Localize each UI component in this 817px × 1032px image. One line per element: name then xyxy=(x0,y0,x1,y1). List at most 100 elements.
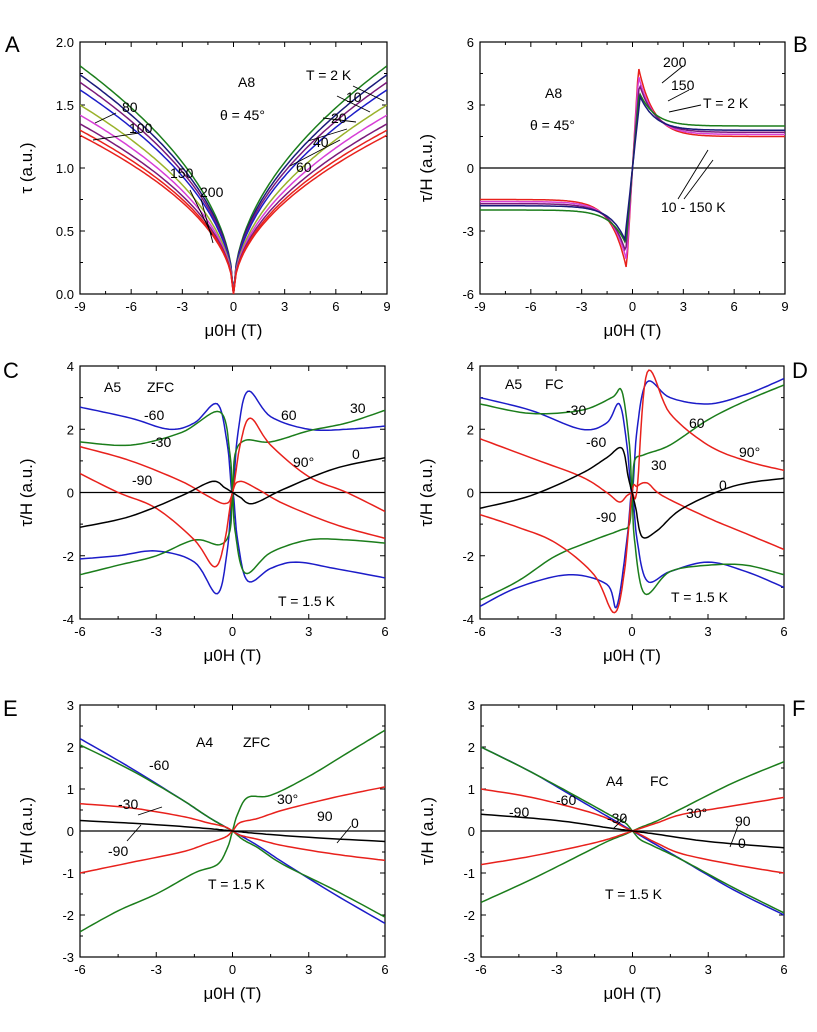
panel-letter: B xyxy=(793,32,808,57)
y-axis-label: τ/H (a.u.) xyxy=(17,458,36,526)
annotation-leader xyxy=(322,117,357,123)
annotation: A4 xyxy=(196,734,213,750)
y-axis-label: τ/H (a.u.) xyxy=(17,797,36,865)
annotation: ZFC xyxy=(243,734,270,750)
y-tick-label: 1.0 xyxy=(56,161,74,176)
series-line-60k xyxy=(80,104,387,294)
series-line-2k xyxy=(80,65,387,294)
y-tick-label: 6 xyxy=(467,35,474,50)
y-tick-label: 4 xyxy=(67,359,74,374)
annotation: 60 xyxy=(296,159,312,175)
y-tick-label: -2 xyxy=(462,549,474,564)
x-tick-label: -3 xyxy=(177,299,189,314)
annotation: 10 xyxy=(346,89,362,105)
panel-letter: E xyxy=(3,696,18,721)
panel-letter: D xyxy=(792,358,808,383)
y-tick-label: 4 xyxy=(467,359,474,374)
annotation: FC xyxy=(545,376,564,392)
annotation-leader xyxy=(352,85,385,102)
annotation: FC xyxy=(650,773,669,789)
x-tick-label: -3 xyxy=(550,624,562,639)
annotation-leader xyxy=(677,149,709,200)
annotation-leader xyxy=(92,132,140,141)
annotation-leader xyxy=(661,65,684,84)
series-line-0 xyxy=(481,813,784,849)
panel-letter: F xyxy=(792,696,805,721)
y-tick-label: 0 xyxy=(468,824,475,839)
annotation-leader xyxy=(307,128,348,142)
y-tick-label: -3 xyxy=(462,224,474,239)
annotation: A5 xyxy=(505,376,522,392)
annotation-leader xyxy=(289,139,341,167)
series-line-90 xyxy=(80,417,385,513)
annotation: 90° xyxy=(293,454,314,470)
x-tick-label: 6 xyxy=(332,299,339,314)
series-line--30 xyxy=(480,491,784,601)
panel-letter: C xyxy=(3,358,19,383)
series-line-30 xyxy=(480,384,784,494)
annotation: -30 xyxy=(118,796,138,812)
x-tick-label: -3 xyxy=(576,299,588,314)
x-tick-label: 3 xyxy=(281,299,288,314)
x-tick-label: -3 xyxy=(150,962,162,977)
y-tick-label: 3 xyxy=(468,698,475,713)
x-tick-label: 3 xyxy=(680,299,687,314)
annotation: θ = 45° xyxy=(530,117,575,133)
x-axis-label: μ0H (T) xyxy=(204,646,262,665)
annotation: -30 xyxy=(151,434,171,450)
annotation-leader xyxy=(94,112,117,124)
x-tick-label: 0 xyxy=(229,962,236,977)
x-axis-label: μ0H (T) xyxy=(204,984,262,1003)
annotation: 60 xyxy=(281,407,297,423)
y-tick-label: -2 xyxy=(62,549,74,564)
x-tick-label: -6 xyxy=(525,299,537,314)
x-tick-label: -3 xyxy=(551,962,563,977)
y-axis-label: τ/H (a.u.) xyxy=(418,797,437,865)
annotation-leader xyxy=(126,824,142,842)
x-tick-label: -6 xyxy=(475,962,487,977)
annotation: T = 2 K xyxy=(306,67,352,83)
annotation-leader xyxy=(137,806,163,816)
y-tick-label: 0 xyxy=(67,486,74,501)
y-tick-label: 2 xyxy=(67,422,74,437)
series-line-80k xyxy=(80,114,387,294)
series-line--90 xyxy=(80,472,385,568)
annotation: -90 xyxy=(108,843,128,859)
annotation: A8 xyxy=(545,85,562,101)
x-tick-label: 9 xyxy=(781,299,788,314)
annotation: A5 xyxy=(104,379,121,395)
x-tick-label: 6 xyxy=(780,624,787,639)
x-tick-label: 6 xyxy=(731,299,738,314)
annotation: ZFC xyxy=(147,379,174,395)
annotation: -60 xyxy=(149,757,169,773)
annotation: -30 xyxy=(607,810,627,826)
series-line-100k xyxy=(80,123,387,294)
annotation-leader xyxy=(667,89,690,102)
y-tick-label: -1 xyxy=(463,866,475,881)
y-axis-label: τ (a.u.) xyxy=(17,142,36,193)
y-tick-label: 2 xyxy=(67,740,74,755)
series-line-2k xyxy=(480,93,785,243)
annotation-leader xyxy=(200,198,214,244)
series-line-60 xyxy=(80,390,385,494)
annotation: 30° xyxy=(277,791,298,807)
x-tick-label: 3 xyxy=(705,962,712,977)
annotation: 30 xyxy=(350,400,366,416)
series-line-150k xyxy=(80,129,387,294)
y-tick-label: 1 xyxy=(468,782,475,797)
y-tick-label: -1 xyxy=(62,866,74,881)
annotation: 100 xyxy=(129,120,153,136)
y-tick-label: 1 xyxy=(67,782,74,797)
annotation: A4 xyxy=(606,773,623,789)
series-line-0 xyxy=(480,446,784,539)
series-line-20k xyxy=(80,81,387,294)
annotation: 30 xyxy=(651,457,667,473)
annotation: -90 xyxy=(596,509,616,525)
annotation: 200 xyxy=(663,54,687,70)
x-axis-label: μ0H (T) xyxy=(205,321,263,340)
y-tick-label: 3 xyxy=(67,698,74,713)
